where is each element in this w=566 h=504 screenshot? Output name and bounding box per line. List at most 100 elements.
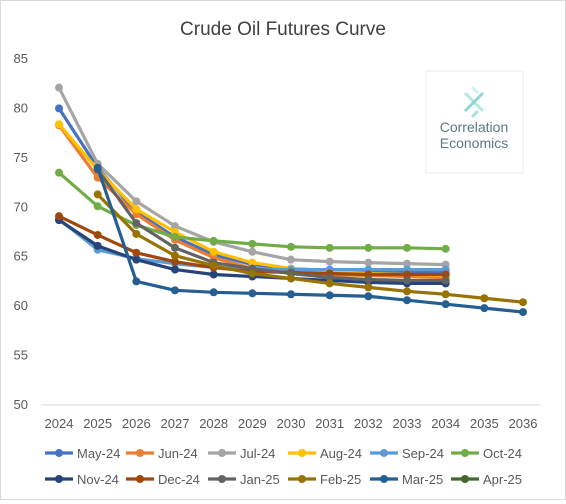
y-tick-label: 50 [14, 397, 28, 412]
x-tick-label: 2025 [83, 416, 112, 431]
legend-item: Mar-25 [370, 472, 443, 487]
x-tick-label: 2028 [199, 416, 228, 431]
series-jun-24 [55, 121, 450, 282]
legend-label: Mar-25 [402, 472, 443, 487]
x-tick-label: 2033 [393, 416, 422, 431]
data-point [132, 229, 141, 238]
legend-item: Dec-24 [126, 472, 200, 487]
data-point [364, 258, 373, 267]
y-tick-label: 55 [14, 348, 28, 363]
data-point [93, 190, 102, 199]
data-point [287, 274, 295, 283]
series-line [96, 166, 525, 314]
data-point [55, 212, 63, 221]
legend-marker [136, 449, 144, 457]
data-point [132, 248, 141, 257]
data-point [287, 242, 295, 251]
data-point [132, 219, 141, 228]
data-point [93, 241, 102, 250]
data-point [364, 243, 373, 252]
y-tick-label: 65 [14, 249, 28, 264]
data-point [93, 202, 102, 211]
data-point [55, 83, 63, 92]
data-point [325, 257, 334, 266]
legend-marker [298, 449, 306, 457]
data-point [248, 247, 257, 256]
data-point [171, 232, 179, 241]
legend-item: Nov-24 [45, 472, 119, 487]
data-point [364, 292, 373, 301]
data-point [441, 300, 450, 309]
legend-marker [136, 475, 144, 483]
x-tick-label: 2030 [277, 416, 306, 431]
legend-item: Feb-25 [288, 472, 361, 487]
legend-label: Nov-24 [77, 472, 119, 487]
data-point [171, 265, 179, 274]
legend-label: Jan-25 [240, 472, 280, 487]
x-tick-label: 2029 [238, 416, 267, 431]
legend-item: May-24 [45, 446, 120, 461]
data-point [171, 222, 179, 231]
legend-marker [298, 475, 306, 483]
legend-item: Oct-24 [451, 446, 522, 461]
y-axis: 50 55 60 65 70 75 80 85 [14, 51, 28, 412]
x-tick-label: 2024 [45, 416, 74, 431]
x-tick-label: 2035 [470, 416, 499, 431]
data-point [209, 247, 218, 256]
series-feb-25 [93, 190, 527, 307]
x-tick-label: 2026 [122, 416, 151, 431]
legend-label: May-24 [77, 446, 120, 461]
data-point [325, 243, 334, 252]
data-point [171, 251, 179, 260]
data-point [441, 244, 450, 253]
legend-item: Jul-24 [208, 446, 275, 461]
data-point [441, 290, 450, 299]
data-point [403, 243, 411, 252]
company-logo: Correlation Economics [425, 70, 524, 174]
data-point [441, 270, 450, 279]
data-point [519, 298, 527, 307]
legend-marker [55, 475, 63, 483]
logo-mark-icon [463, 85, 485, 119]
data-point [209, 288, 218, 297]
x-tick-label: 2027 [161, 416, 190, 431]
logo-text-line2: Economics [440, 135, 508, 151]
logo-text-line1: Correlation [440, 119, 508, 135]
legend-marker [218, 449, 226, 457]
data-point [248, 239, 257, 248]
data-point [171, 243, 179, 252]
data-point [403, 270, 411, 279]
legend-marker [380, 475, 388, 483]
data-point [325, 291, 334, 300]
legend-label: Dec-24 [158, 472, 200, 487]
x-tick-label: 2031 [315, 416, 344, 431]
data-point [171, 257, 179, 266]
data-point [248, 258, 257, 267]
legend-marker [380, 449, 388, 457]
legend-label: Oct-24 [483, 446, 522, 461]
x-tick-label: 2034 [431, 416, 460, 431]
data-point [55, 120, 63, 129]
data-point [93, 230, 102, 239]
legend-item: Apr-25 [451, 472, 522, 487]
data-point [132, 255, 141, 264]
data-point [480, 294, 489, 303]
chart-title: Crude Oil Futures Curve [180, 19, 386, 40]
y-tick-label: 70 [14, 199, 28, 214]
data-point [93, 163, 102, 172]
data-point [519, 308, 527, 317]
data-point [287, 290, 295, 299]
legend: May-24 Jun-24 Jul-24 Aug-24 Sep-24 Oct-24 Nov-… [45, 446, 522, 487]
data-point [480, 304, 489, 313]
series-line [57, 86, 448, 267]
y-tick-label: 85 [14, 51, 28, 66]
data-point [325, 273, 334, 282]
data-point [209, 236, 218, 245]
data-point [132, 205, 141, 214]
legend-item: Jan-25 [208, 472, 280, 487]
data-point [132, 277, 141, 286]
legend-label: Jun-24 [158, 446, 198, 461]
legend-marker [218, 475, 226, 483]
